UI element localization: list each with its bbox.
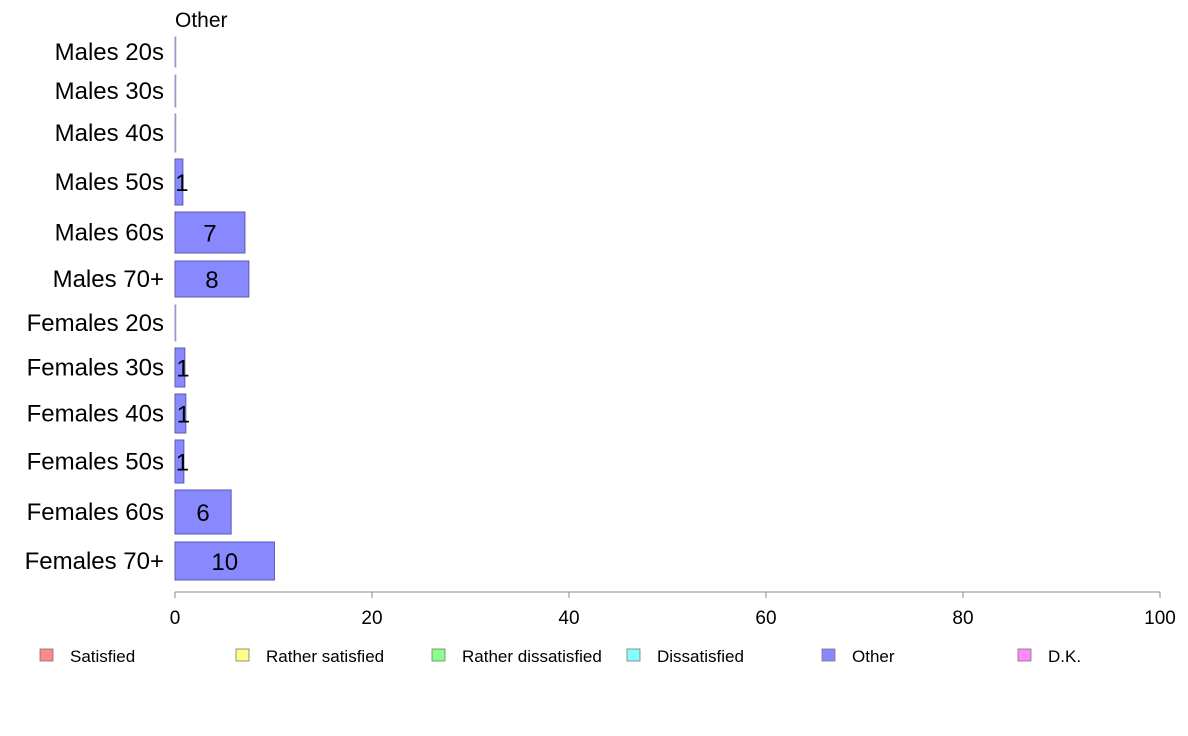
legend-label: Other [852, 647, 895, 666]
legend-swatch [39, 648, 54, 662]
x-axis: 0 20 40 60 80 100 [170, 591, 1176, 629]
x-tick-label: 60 [755, 608, 776, 629]
bar-value-label: 1 [177, 402, 190, 429]
bar [174, 489, 232, 535]
bar-value-label: 6 [196, 500, 209, 527]
category-label: Females 60s [27, 499, 164, 526]
bar [174, 439, 185, 484]
bar [174, 113, 177, 153]
bar [174, 158, 184, 206]
legend-label: Rather dissatisfied [462, 647, 602, 666]
category-label: Females 70+ [25, 548, 164, 575]
legend-swatch [626, 648, 641, 662]
bar-value-label: 1 [176, 356, 189, 383]
category-label: Females 50s [27, 449, 164, 476]
bar-value-label: 8 [205, 267, 218, 294]
bar [174, 304, 177, 342]
category-label: Females 40s [27, 401, 164, 428]
category-label: Females 20s [27, 310, 164, 337]
x-tick-label: 20 [361, 608, 382, 629]
bar [174, 74, 177, 108]
category-label: Males 70+ [53, 266, 164, 293]
legend-label: Rather satisfied [266, 647, 384, 666]
chart-title: Other [175, 9, 228, 32]
x-tick-label: 80 [952, 608, 973, 629]
category-label: Males 60s [55, 220, 164, 247]
legend-swatch [235, 648, 250, 662]
legend-swatch [821, 648, 836, 662]
legend-swatch [1017, 648, 1032, 662]
bar [174, 393, 187, 434]
category-label: Males 40s [55, 120, 164, 147]
legend: Satisfied Rather satisfied Rather dissatis… [39, 647, 1081, 666]
bar [174, 347, 186, 388]
category-label: Males 30s [55, 78, 164, 105]
x-tick-label: 0 [170, 608, 181, 629]
legend-label: D.K. [1048, 647, 1081, 666]
category-label: Males 20s [55, 39, 164, 66]
bar-value-label: 1 [176, 450, 189, 477]
bar [174, 260, 250, 298]
bar-value-label: 1 [175, 170, 188, 197]
bar-value-label: 7 [203, 221, 216, 248]
bar [174, 211, 246, 254]
category-label: Males 50s [55, 169, 164, 196]
legend-label: Dissatisfied [657, 647, 744, 666]
bar-value-label: 10 [211, 549, 238, 576]
legend-label: Satisfied [70, 647, 135, 666]
x-tick-label: 100 [1144, 608, 1176, 629]
x-tick-label: 40 [558, 608, 579, 629]
category-label: Females 30s [27, 355, 164, 382]
legend-swatch [431, 648, 446, 662]
bar [174, 541, 275, 581]
bar [174, 36, 177, 68]
bars-group: Males 20s Males 30s Males 40s Males 50s 1 Mal… [25, 36, 275, 581]
